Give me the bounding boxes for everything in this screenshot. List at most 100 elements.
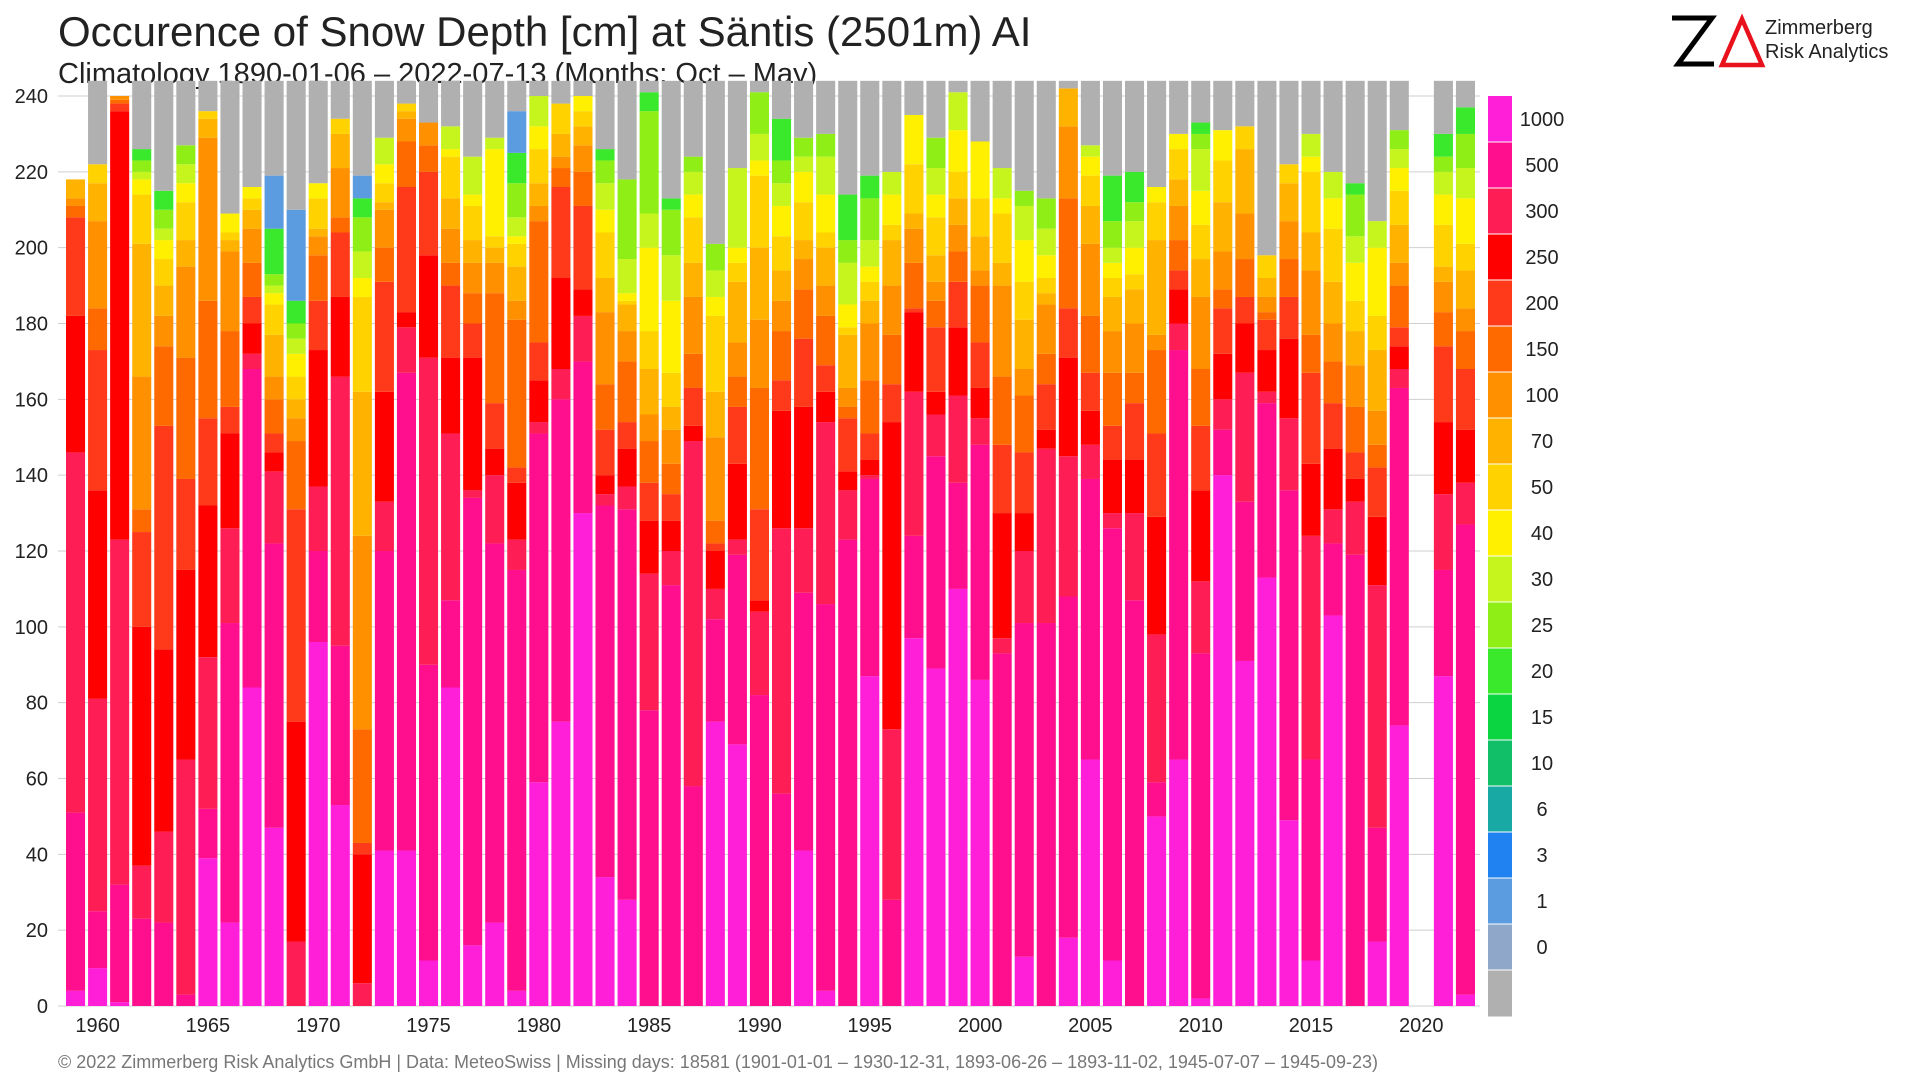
bar-segment — [154, 259, 174, 286]
logo-mark-icon — [1672, 13, 1766, 68]
bar-segment — [838, 406, 858, 419]
bar-segment — [529, 80, 549, 96]
bar-segment — [1389, 285, 1409, 328]
bar-segment — [1080, 175, 1100, 206]
bar-segment — [1014, 240, 1034, 282]
bar-segment — [352, 175, 372, 199]
bar-segment — [992, 376, 1012, 445]
bar-segment — [264, 228, 284, 275]
bar-segment — [948, 482, 968, 589]
bar-segment — [1191, 581, 1211, 654]
bar-segment — [308, 300, 328, 351]
bar-segment — [882, 171, 902, 195]
bar-segment — [198, 111, 218, 119]
bar-segment — [1147, 516, 1167, 635]
bar-segment — [772, 160, 792, 184]
bar-segment — [1014, 551, 1034, 624]
bar-segment — [683, 441, 703, 787]
bar-segment — [1213, 475, 1233, 1006]
bar-segment — [1345, 554, 1365, 1006]
bar-segment — [705, 315, 725, 392]
bar-segment — [419, 960, 439, 1006]
bar-segment — [485, 475, 505, 544]
bar-segment — [198, 657, 218, 809]
bar-segment — [772, 236, 792, 271]
bar-segment — [352, 80, 372, 176]
bar-segment — [308, 198, 328, 229]
bar-segment — [463, 240, 483, 263]
bar-segment — [551, 369, 571, 400]
bar-segment — [992, 444, 1012, 514]
bar-segment — [1345, 406, 1365, 453]
bar-segment — [132, 243, 152, 377]
bar-segment — [661, 300, 681, 373]
bar-segment — [1014, 205, 1034, 241]
bar-segment — [705, 437, 725, 521]
bar-segment — [529, 205, 549, 222]
bar-segment — [705, 619, 725, 722]
bar-segment — [419, 122, 439, 146]
bar-segment — [573, 145, 593, 172]
bar-segment — [551, 133, 571, 157]
bar-segment — [242, 209, 262, 229]
legend-swatch — [1488, 694, 1512, 741]
bar-segment — [1014, 452, 1034, 514]
bar-segment — [1367, 247, 1387, 316]
bar-segment — [1367, 221, 1387, 248]
bar-segment — [970, 285, 990, 343]
bar-segment — [595, 149, 615, 161]
bar-segment — [419, 664, 439, 961]
bar-segment — [154, 228, 174, 241]
bar-segment — [441, 156, 461, 199]
x-tick-label: 2010 — [1178, 1015, 1223, 1037]
bar-segment — [1058, 937, 1078, 1006]
bar-segment — [904, 114, 924, 165]
bar-segment — [1125, 372, 1145, 404]
bar-segment — [1367, 585, 1387, 828]
bar-segment — [463, 945, 483, 1006]
bar-segment — [1389, 149, 1409, 169]
bar-segment — [661, 209, 681, 256]
bar-segment — [110, 1002, 130, 1006]
bar-segment — [1102, 175, 1122, 222]
bar-segment — [948, 588, 968, 1006]
bar-segment — [286, 941, 306, 1006]
bar-segment — [772, 270, 792, 301]
bar-segment — [727, 247, 747, 263]
bar-segment — [242, 296, 262, 324]
bar-segment — [617, 179, 637, 260]
x-axis: 1960 1965 1970 1975 1980 1985 1990 1995 2000 2005… — [75, 1015, 1443, 1037]
bar-segment — [1036, 384, 1056, 430]
bar-segment — [617, 80, 637, 180]
bar-segment — [1301, 171, 1321, 233]
bar-segment — [286, 300, 306, 324]
bar-segment — [1014, 190, 1034, 206]
bar-segment — [66, 812, 86, 991]
bar-segment — [838, 80, 858, 195]
bar-segment — [529, 342, 549, 381]
bar-segment — [286, 323, 306, 339]
bar-segment — [1257, 391, 1277, 404]
bar-segment — [1125, 289, 1145, 324]
bar-segment — [419, 171, 439, 256]
bar-segment — [1213, 130, 1233, 161]
bar-segment — [507, 467, 527, 483]
bar-segment — [904, 391, 924, 536]
bar-segment — [904, 262, 924, 309]
bar-segment — [1125, 403, 1145, 461]
bar-segment — [507, 539, 527, 570]
bar-segment — [882, 224, 902, 241]
bar-segment — [352, 296, 372, 392]
bar-segment — [1102, 221, 1122, 248]
bar-segment — [66, 205, 86, 218]
bar-segment — [88, 968, 108, 1006]
bar-segment — [904, 638, 924, 1006]
bar-segment — [661, 520, 681, 551]
bar-segment — [1367, 516, 1387, 586]
bar-segment — [749, 695, 769, 1006]
bar-segment — [352, 391, 372, 536]
legend-label: 70 — [1531, 431, 1553, 453]
bar-segment — [1433, 156, 1453, 172]
bar-segment — [352, 854, 372, 984]
bar-segment — [1345, 452, 1365, 479]
